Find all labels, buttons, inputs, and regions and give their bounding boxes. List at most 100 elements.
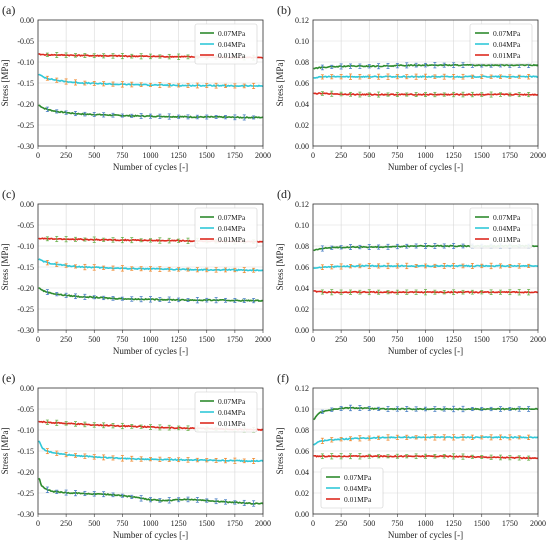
x-tick-label: 1500 [474,151,490,160]
y-tick-label: 0.10 [295,405,309,414]
legend-box [469,207,533,249]
x-axis-label: Number of cycles [-] [113,530,188,540]
y-tick-label: -0.20 [17,468,34,477]
plot-frame [37,203,264,331]
y-tick-label: 0.02 [295,489,309,498]
x-tick-label: 750 [391,335,403,344]
x-tick-label: 1750 [227,151,243,160]
x-tick-label: 1000 [418,335,434,344]
legend: 0.07MPa 0.04MPa 0.01MPa [469,207,533,249]
x-tick-label: 0 [311,151,315,160]
y-tick-label: 0.04 [295,284,309,293]
x-tick-label: 2000 [530,335,546,344]
y-tick-label: -0.15 [17,79,34,88]
x-tick-label: 750 [391,519,403,528]
y-tick-label: -0.05 [17,405,34,414]
legend: 0.07MPa 0.04MPa 0.01MPa [469,23,533,65]
x-tick-label: 1750 [502,335,518,344]
x-tick-label: 0 [36,151,40,160]
x-axis-label: Number of cycles [-] [388,346,463,356]
x-tick-label: 1250 [446,335,462,344]
x-tick-label: 2000 [255,335,271,344]
y-tick-label: 0.00 [295,326,309,335]
x-tick-label: 250 [60,151,72,160]
plot-frame [312,19,539,147]
x-tick-label: 250 [335,519,347,528]
x-tick-label: 1750 [227,519,243,528]
x-tick-label: 2000 [255,151,271,160]
plot-frame [37,387,264,515]
y-tick-label: -0.20 [17,100,34,109]
y-tick-label: -0.10 [17,426,34,435]
panel-label: (a) [2,3,15,17]
y-tick-label: 0.02 [295,305,309,314]
y-tick-label: -0.05 [17,221,34,230]
y-tick-label: 0.00 [295,142,309,151]
x-tick-label: 2000 [530,519,546,528]
legend: 0.07MPa 0.04MPa 0.01MPa [194,391,258,433]
y-tick-label: -0.20 [17,284,34,293]
y-tick-label: -0.25 [17,489,34,498]
x-tick-label: 1000 [143,519,159,528]
y-axis-label: Stress [MPa] [275,428,285,475]
y-tick-label: 0.00 [20,16,34,25]
y-tick-label: -0.25 [17,305,34,314]
x-tick-label: 1000 [418,519,434,528]
legend-entry: 0.04MPa [493,40,521,49]
chart-panel-d: (d) 0.00 0.02 0.04 0.06 0.08 0.10 0.12 0 250 500 75… [275,187,546,356]
x-tick-label: 750 [116,519,128,528]
legend-entry: 0.04MPa [218,40,246,49]
x-tick-label: 0 [311,519,315,528]
x-tick-label: 500 [363,151,375,160]
x-tick-label: 1000 [143,335,159,344]
x-tick-label: 0 [36,519,40,528]
y-tick-label: 0.08 [295,426,309,435]
x-axis-label: Number of cycles [-] [388,530,463,540]
y-tick-label: -0.30 [17,510,34,519]
x-tick-label: 2000 [530,151,546,160]
plot-frame [312,387,539,515]
y-tick-label: -0.10 [17,58,34,67]
x-tick-label: 1500 [474,335,490,344]
y-tick-label: 0.10 [295,37,309,46]
chart-panel-b: (b) 0.00 0.02 0.04 0.06 0.08 0.10 0.12 0 250 500 75… [275,3,546,172]
legend-entry: 0.07MPa [493,213,521,222]
x-tick-label: 1500 [199,151,215,160]
x-tick-label: 0 [311,335,315,344]
x-tick-label: 1500 [199,519,215,528]
y-axis-label: Stress [MPa] [0,244,10,291]
legend-entry: 0.07MPa [344,473,372,482]
panel-label: (e) [2,371,15,385]
x-tick-label: 1250 [446,151,462,160]
y-axis-label: Stress [MPa] [0,428,10,475]
y-tick-label: 0.06 [295,79,309,88]
x-axis-label: Number of cycles [-] [388,162,463,172]
chart-panel-e: (e) -0.30 -0.25 -0.20 -0.15 -0.10 -0.05 0.00 0 25… [0,371,271,540]
x-tick-label: 1250 [171,519,187,528]
chart-panel-c: (c) -0.30 -0.25 -0.20 -0.15 -0.10 -0.05 0.00 0 25… [0,187,271,356]
x-tick-label: 750 [116,335,128,344]
x-tick-label: 1500 [474,519,490,528]
x-tick-label: 250 [335,151,347,160]
y-tick-label: 0.00 [295,510,309,519]
x-axis-label: Number of cycles [-] [113,346,188,356]
y-tick-label: -0.25 [17,121,34,130]
legend-entry: 0.01MPa [218,51,246,60]
y-tick-label: 0.08 [295,242,309,251]
legend-entry: 0.04MPa [218,408,246,417]
x-tick-label: 750 [116,151,128,160]
panel-label: (d) [277,187,291,201]
y-tick-label: 0.12 [295,384,309,393]
y-tick-label: 0.02 [295,121,309,130]
y-tick-label: -0.15 [17,263,34,272]
y-tick-label: -0.10 [17,242,34,251]
y-tick-label: 0.06 [295,447,309,456]
legend-entry: 0.01MPa [218,235,246,244]
x-tick-label: 1250 [446,519,462,528]
y-tick-label: 0.10 [295,221,309,230]
y-tick-label: -0.30 [17,326,34,335]
legend-entry: 0.01MPa [493,51,521,60]
x-tick-label: 1000 [143,151,159,160]
x-axis-label: Number of cycles [-] [113,162,188,172]
